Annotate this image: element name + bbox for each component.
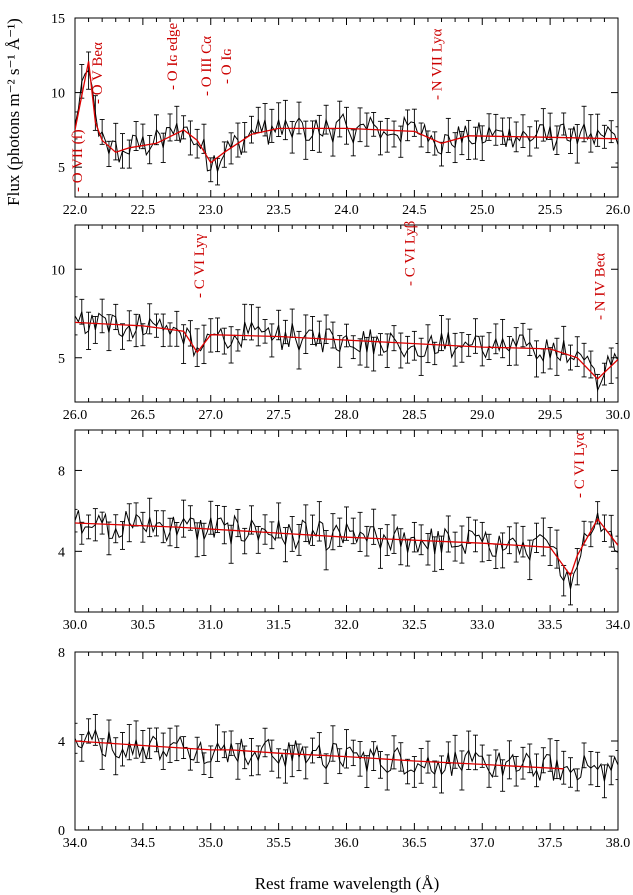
x-tick-label: 37.5 <box>538 836 563 851</box>
x-tick-label: 36.0 <box>334 836 359 851</box>
x-tick-label: 25.0 <box>470 203 495 218</box>
y-tick-label: 8 <box>58 464 65 479</box>
x-tick-label: 24.0 <box>334 203 359 218</box>
x-tick-label: 34.5 <box>131 836 156 851</box>
y-tick-label: 10 <box>51 87 65 102</box>
x-tick-label: 22.5 <box>131 203 156 218</box>
x-tick-label: 35.0 <box>199 836 224 851</box>
line-annotation: - C VI Lyβ <box>402 221 418 286</box>
x-tick-label: 24.5 <box>402 203 427 218</box>
x-tick-label: 36.5 <box>402 836 427 851</box>
y-tick-label: 4 <box>58 545 65 560</box>
x-tick-label: 25.5 <box>538 203 563 218</box>
line-annotation: - C VI Lyγ <box>192 233 208 298</box>
line-annotation: - O Iɢ <box>219 49 235 84</box>
y-tick-label: 8 <box>58 646 65 661</box>
x-tick-label: 31.5 <box>266 618 291 633</box>
x-tick-label: 32.0 <box>334 618 359 633</box>
error-bars <box>75 497 618 606</box>
x-tick-label: 29.0 <box>470 408 495 423</box>
model-line <box>75 740 564 770</box>
x-tick-label: 22.0 <box>63 203 88 218</box>
x-tick-label: 29.5 <box>538 408 563 423</box>
y-tick-label: 0 <box>58 824 65 839</box>
x-tick-label: 35.5 <box>266 836 291 851</box>
x-tick-label: 26.5 <box>131 408 156 423</box>
x-tick-label: 30.5 <box>131 618 156 633</box>
line-annotation: - C VI Lyα <box>572 432 588 498</box>
chart-panel-3: 30.0 30.5 31.0 31.5 32.0 32.5 33.0 33.5 34.0 4 8 - … <box>58 429 631 633</box>
x-tick-label: 34.0 <box>63 836 88 851</box>
x-tick-label: 28.0 <box>334 408 359 423</box>
error-bars <box>75 296 618 402</box>
x-axis-label: Rest frame wavelength (Å) <box>255 874 440 893</box>
data-line <box>75 728 618 782</box>
line-annotation: - O III Cα <box>199 36 215 96</box>
plot-area <box>75 296 618 402</box>
chart-panel-4: 34.0 34.5 35.0 35.5 36.0 36.5 37.0 37.5 38.0 0 4 8 <box>58 646 630 851</box>
y-axis-label: Flux (photons m⁻² s⁻¹ Å⁻¹) <box>4 18 23 206</box>
line-annotation: - O VII (f) <box>70 129 86 192</box>
model-line <box>75 61 618 164</box>
x-tick-label: 27.0 <box>199 408 224 423</box>
model-line <box>75 517 618 578</box>
chart-panel-1: 22.0 22.5 23.0 23.5 24.0 24.5 25.0 25.5 26.0 5 10 1… <box>51 12 630 218</box>
x-tick-label: 37.0 <box>470 836 495 851</box>
line-annotation: - N IV Beα <box>592 253 608 320</box>
x-tick-label: 30.0 <box>63 618 88 633</box>
x-tick-label: 23.0 <box>199 203 224 218</box>
x-tick-label: 26.0 <box>63 408 88 423</box>
x-tick-label: 26.0 <box>606 203 631 218</box>
x-tick-label: 38.0 <box>606 836 631 851</box>
y-tick-label: 10 <box>51 263 65 278</box>
y-tick-label: 5 <box>58 161 65 176</box>
x-tick-label: 27.5 <box>266 408 291 423</box>
plot-area <box>75 713 618 799</box>
y-tick-label: 15 <box>51 12 65 27</box>
x-tick-label: 33.0 <box>470 618 495 633</box>
line-annotation: - O Iɢ edge <box>165 22 181 90</box>
plot-area <box>75 497 618 606</box>
y-tick-label: 4 <box>58 735 65 750</box>
plot-area <box>75 51 618 186</box>
error-bars <box>75 51 618 186</box>
x-tick-label: 32.5 <box>402 618 427 633</box>
x-tick-label: 33.5 <box>538 618 563 633</box>
line-annotation: - O V Beα <box>90 42 106 104</box>
line-annotation: - N VII Lyα <box>430 29 446 100</box>
data-line <box>75 311 618 393</box>
model-line <box>75 321 618 380</box>
y-tick-label: 5 <box>58 352 65 367</box>
x-tick-label: 28.5 <box>402 408 427 423</box>
x-tick-label: 30.0 <box>606 408 631 423</box>
chart-panel-2: 26.0 26.5 27.0 27.5 28.0 28.5 29.0 29.5 30.0 5 10 -… <box>51 221 630 423</box>
x-tick-label: 31.0 <box>199 618 224 633</box>
data-line <box>75 510 618 590</box>
x-tick-label: 34.0 <box>606 618 631 633</box>
x-tick-label: 23.5 <box>266 203 291 218</box>
